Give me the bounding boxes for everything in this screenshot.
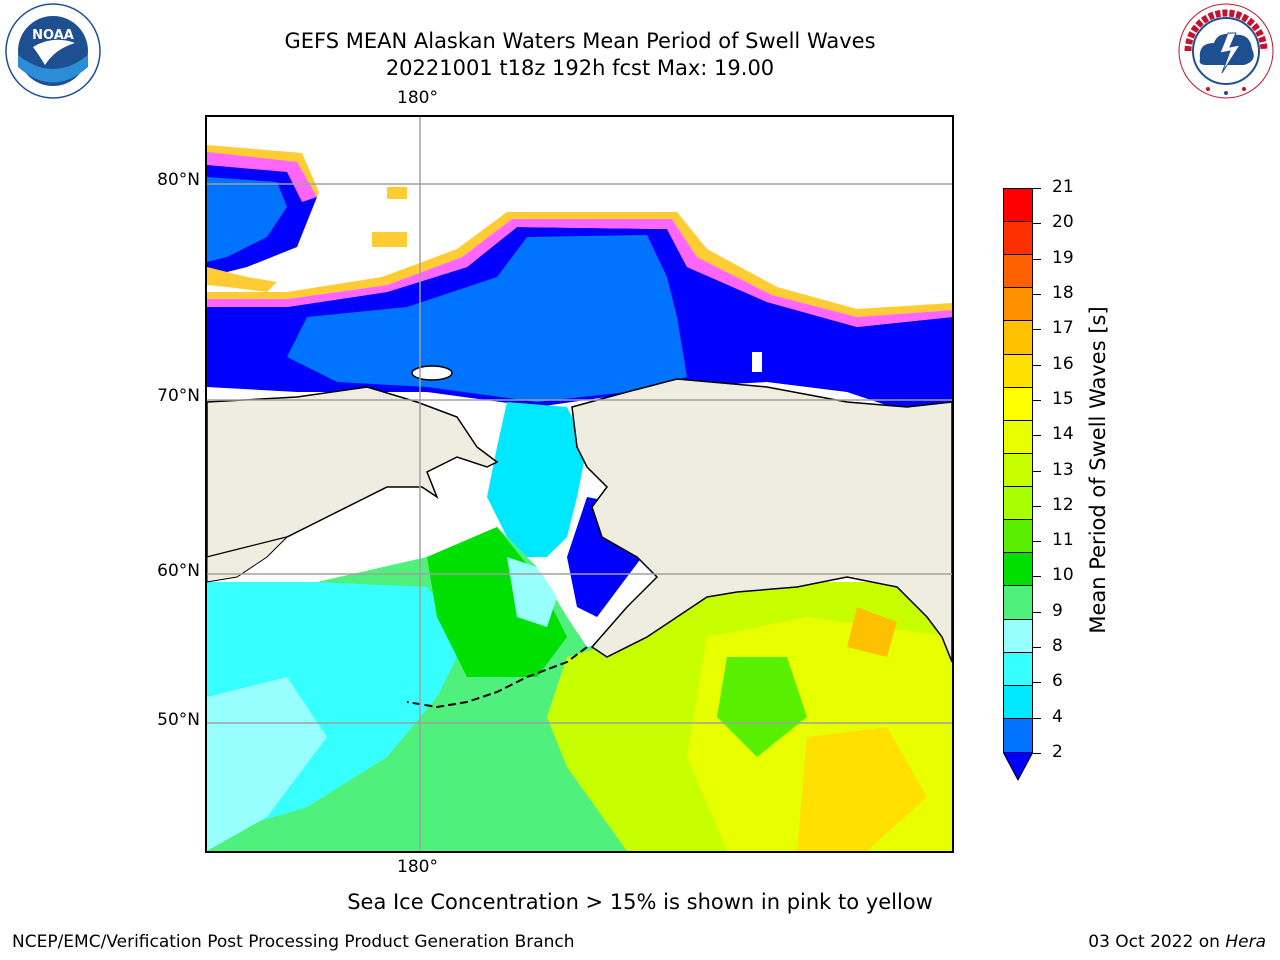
sea-ice-note: Sea Ice Concentration > 15% is shown in … — [347, 890, 933, 914]
lat-label-60n: 60°N — [157, 561, 200, 581]
lat-label-80n: 80°N — [157, 170, 200, 190]
colorbar-tick-label: 4 — [1052, 706, 1063, 727]
lon-label-bottom: 180° — [397, 857, 438, 877]
colorbar-divider — [1004, 684, 1032, 686]
map-panel — [205, 115, 954, 853]
map-canvas — [207, 117, 952, 851]
colorbar-cell — [1004, 188, 1032, 223]
colorbar-tick-label: 16 — [1052, 353, 1074, 374]
colorbar-cell — [1004, 354, 1032, 388]
colorbar-tick-label: 15 — [1052, 388, 1074, 409]
colorbar-divider — [1004, 486, 1032, 488]
footer-host: Hera — [1225, 932, 1266, 952]
colorbar-cell — [1004, 420, 1032, 454]
colorbar-tick-mark — [1033, 435, 1041, 437]
colorbar-divider — [1004, 353, 1032, 355]
colorbar-tick-mark — [1033, 753, 1041, 754]
chart-subtitle: 20221001 t18z 192h fcst Max: 19.00 — [385, 56, 775, 80]
colorbar-cell — [1004, 718, 1032, 752]
colorbar-divider — [1004, 585, 1032, 587]
colorbar-cell — [1004, 652, 1032, 686]
colorbar-tick-mark — [1033, 682, 1041, 684]
colorbar-cell — [1004, 221, 1032, 256]
colorbar-tick-mark — [1033, 611, 1041, 613]
footer-date-text: 03 Oct 2022 on — [1088, 932, 1226, 952]
colorbar-divider — [1004, 519, 1032, 521]
colorbar-tick-label: 10 — [1052, 565, 1074, 586]
colorbar-tick-label: 2 — [1052, 742, 1063, 762]
colorbar-cell — [1004, 287, 1032, 322]
colorbar-cell — [1004, 552, 1032, 587]
nws-logo — [1178, 3, 1274, 99]
colorbar-divider — [1004, 419, 1032, 421]
colorbar-tick-mark — [1033, 717, 1041, 719]
chart-title: GEFS MEAN Alaskan Waters Mean Period of … — [284, 29, 876, 53]
colorbar-divider — [1004, 287, 1032, 289]
colorbar-tick-label: 13 — [1052, 459, 1074, 480]
colorbar-tick-mark — [1033, 258, 1041, 260]
colorbar-divider — [1004, 552, 1032, 554]
colorbar-cell — [1004, 685, 1032, 719]
colorbar-tick-mark — [1033, 541, 1041, 543]
colorbar-tick-mark — [1033, 329, 1041, 331]
colorbar-cell — [1004, 519, 1032, 554]
colorbar-tick-label: 12 — [1052, 494, 1074, 515]
colorbar-tick-mark — [1033, 293, 1041, 295]
colorbar-tick-label: 20 — [1052, 212, 1074, 233]
colorbar-cell — [1004, 619, 1032, 653]
colorbar-tick-label: 11 — [1052, 530, 1074, 551]
colorbar-divider — [1004, 386, 1032, 388]
colorbar-tick-mark — [1033, 470, 1041, 472]
colorbar-tick-mark — [1033, 399, 1041, 401]
colorbar-tick-label: 21 — [1052, 177, 1074, 197]
colorbar-tick-label: 8 — [1052, 636, 1063, 657]
colorbar-divider — [1004, 221, 1032, 223]
colorbar-divider — [1004, 651, 1032, 653]
colorbar-tick-mark — [1033, 576, 1041, 578]
colorbar-tick-label: 18 — [1052, 282, 1074, 303]
footer-date: 03 Oct 2022 on Hera — [1088, 932, 1266, 952]
colorbar-tick-label: 17 — [1052, 318, 1074, 339]
colorbar-tick-mark — [1033, 223, 1041, 225]
lon-label-top: 180° — [397, 88, 438, 108]
colorbar-tick-label: 6 — [1052, 671, 1063, 692]
colorbar-divider — [1004, 452, 1032, 454]
colorbar-tick-label: 19 — [1052, 247, 1074, 268]
noaa-logo-text: NOAA — [32, 28, 74, 43]
colorbar-cell — [1004, 585, 1032, 620]
colorbar-cell — [1004, 453, 1032, 488]
colorbar-divider — [1004, 320, 1032, 322]
colorbar-tick-mark — [1033, 647, 1041, 649]
colorbar-divider — [1004, 618, 1032, 620]
colorbar-tick-label: 14 — [1052, 424, 1074, 445]
colorbar-divider — [1004, 254, 1032, 256]
colorbar-cell — [1004, 387, 1032, 421]
colorbar-divider — [1004, 717, 1032, 719]
colorbar-cell — [1004, 320, 1032, 355]
colorbar-cell — [1004, 254, 1032, 289]
colorbar — [1003, 188, 1033, 753]
noaa-logo: NOAA — [5, 3, 101, 99]
colorbar-tick-mark — [1033, 188, 1041, 189]
footer-credit: NCEP/EMC/Verification Post Processing Pr… — [12, 932, 575, 952]
colorbar-cell — [1004, 486, 1032, 521]
colorbar-tick-mark — [1033, 364, 1041, 366]
colorbar-tick-mark — [1033, 505, 1041, 507]
lat-label-70n: 70°N — [157, 386, 200, 406]
lat-label-50n: 50°N — [157, 710, 200, 730]
colorbar-under-arrow — [1003, 752, 1033, 782]
colorbar-tick-label: 9 — [1052, 600, 1063, 621]
